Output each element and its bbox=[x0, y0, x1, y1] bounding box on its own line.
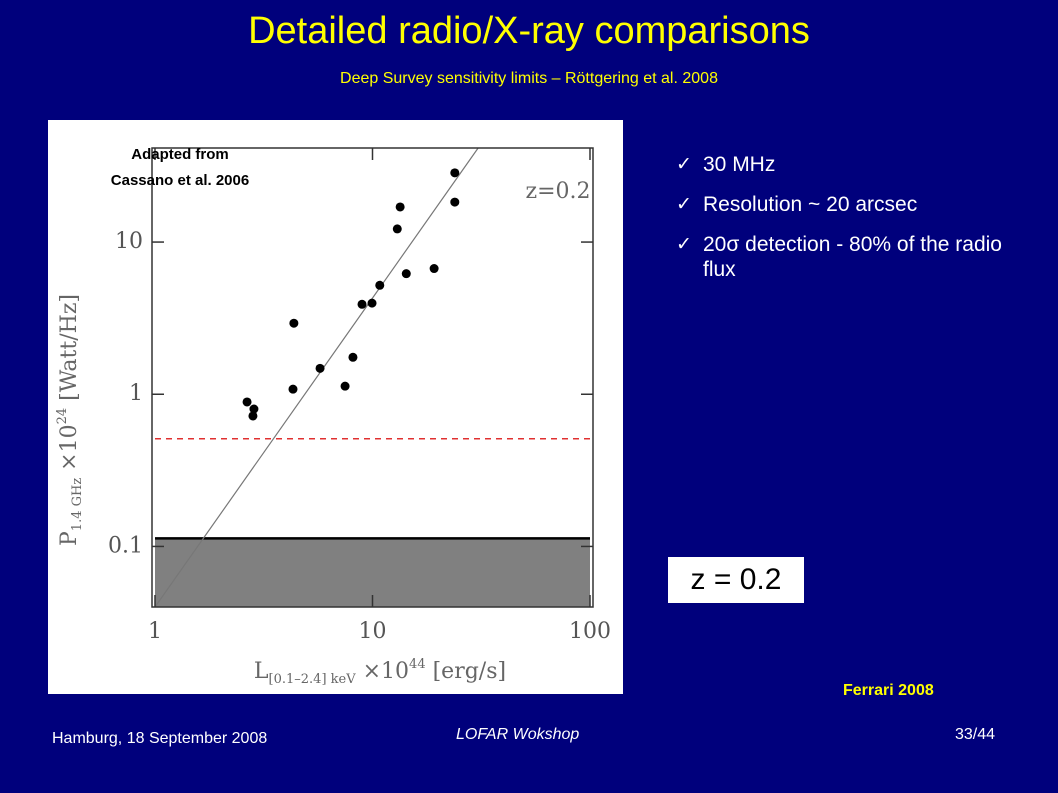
xlabel-part: L bbox=[254, 659, 269, 684]
y-tick-label: 10 bbox=[115, 229, 143, 254]
inset-label: z=0.2 bbox=[525, 179, 590, 204]
subtitle: Deep Survey sensitivity limits – Röttger… bbox=[340, 70, 718, 87]
data-point bbox=[289, 318, 299, 328]
data-point bbox=[340, 381, 350, 391]
x-tick-label: 100 bbox=[569, 619, 611, 644]
x-tick-label: 10 bbox=[359, 619, 387, 644]
data-point bbox=[450, 168, 460, 178]
data-point bbox=[288, 384, 298, 394]
data-point bbox=[450, 197, 460, 207]
data-point bbox=[395, 202, 405, 212]
data-point bbox=[429, 264, 439, 274]
data-point bbox=[392, 224, 402, 234]
footer-right: 33/44 bbox=[955, 726, 996, 743]
credit: Ferrari 2008 bbox=[843, 682, 934, 699]
xlabel-part: [erg/s] bbox=[426, 659, 506, 684]
check-icon: ✓ bbox=[676, 194, 692, 215]
data-point bbox=[242, 397, 252, 407]
xlabel-label: L[0.1–2.4] keV ×1044 [erg/s] bbox=[254, 657, 506, 687]
bullet-list: ✓ 30 MHz ✓ Resolution ~ 20 arcsec ✓ 20σ det… bbox=[676, 152, 1006, 297]
footer-center: LOFAR Wokshop bbox=[456, 726, 580, 743]
data-point bbox=[348, 352, 358, 362]
ylabel-part: 24 bbox=[55, 408, 70, 425]
check-icon: ✓ bbox=[676, 154, 692, 175]
redshift-box: z = 0.2 bbox=[668, 557, 804, 603]
ylabel-part: P bbox=[57, 531, 82, 546]
bullet: ✓ 30 MHz bbox=[676, 152, 1006, 177]
fit-line bbox=[154, 147, 479, 608]
x-tick-label: 1 bbox=[148, 619, 162, 644]
data-point bbox=[248, 411, 258, 421]
annotation: Cassano et al. 2006 bbox=[111, 172, 249, 189]
data-point bbox=[375, 280, 385, 290]
xlabel-part: [0.1–2.4] keV bbox=[269, 672, 357, 687]
bullet-text: 30 MHz bbox=[703, 153, 776, 176]
data-point bbox=[315, 363, 325, 373]
bullet-text: Resolution ~ 20 arcsec bbox=[703, 193, 918, 216]
data-point bbox=[357, 299, 367, 309]
check-icon: ✓ bbox=[676, 234, 692, 255]
annotation: Adapted from bbox=[131, 146, 229, 163]
y-tick-label: 0.1 bbox=[108, 533, 143, 558]
y-tick-label: 1 bbox=[129, 381, 143, 406]
data-point bbox=[367, 298, 377, 308]
xlabel-part: 44 bbox=[409, 657, 426, 672]
footer-left: Hamburg, 18 September 2008 bbox=[52, 730, 268, 747]
bullet: ✓ Resolution ~ 20 arcsec bbox=[676, 192, 1006, 217]
ylabel-label: P1.4 GHz ×1024 [Watt/Hz] bbox=[55, 294, 85, 546]
ylabel-part: 1.4 GHz bbox=[70, 478, 85, 532]
title: Detailed radio/X-ray comparisons bbox=[248, 10, 810, 52]
bullet: ✓ 20σ detection - 80% of the radio flux bbox=[676, 232, 1006, 282]
data-point bbox=[401, 269, 411, 279]
ylabel-part: [Watt/Hz] bbox=[57, 294, 82, 408]
bullet-text: 20σ detection - 80% of the radio flux bbox=[703, 233, 1002, 281]
data-point bbox=[249, 404, 259, 414]
xlabel-part: ×10 bbox=[356, 659, 409, 684]
ylabel-part: ×10 bbox=[57, 424, 82, 477]
